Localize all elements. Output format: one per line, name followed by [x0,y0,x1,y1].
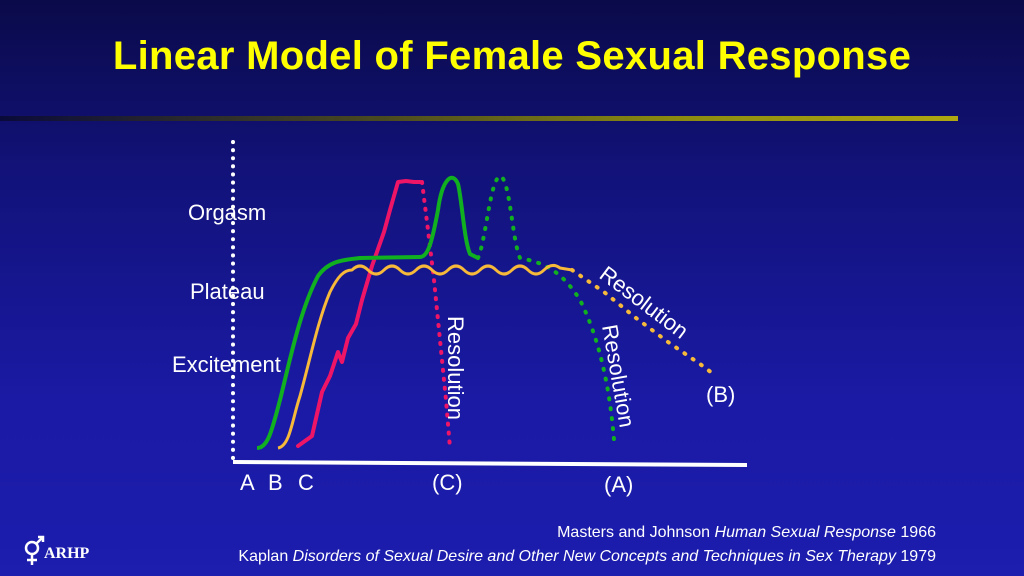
citation-kaplan: Kaplan Disorders of Sexual Desire and Ot… [238,548,936,566]
axis-label-a-paren: (A) [604,472,634,497]
title-divider [0,116,958,121]
curve-b-resolution [570,268,718,378]
arhp-logo-icon [24,535,45,565]
citation-2-prefix: Kaplan [238,548,293,565]
curve-c [296,179,422,448]
curve-a-resolution [476,173,616,442]
citation-1-year: 1966 [895,524,936,541]
stage-label-plateau: Plateau [190,279,265,304]
citation-2-title: Disorders of Sexual Desire and Other New… [292,548,896,565]
citation-2-year: 1979 [895,548,936,565]
horizontal-axis [232,460,748,467]
axis-label-b-paren: (B) [706,382,736,407]
curve-b [277,263,573,450]
slide-title: Linear Model of Female Sexual Response [112,34,912,78]
curve-c-resolution [420,180,452,450]
axis-label-c: C [298,470,314,495]
stage-label-orgasm: Orgasm [188,200,267,225]
citation-1-title: Human Sexual Response [714,524,896,541]
axis-label-c-paren: (C) [432,470,463,495]
axis-label-b: B [268,470,283,495]
stage-label-excitement: Excitement [172,352,281,377]
curve-a [256,175,479,450]
citation-masters-johnson: Masters and Johnson Human Sexual Respons… [557,524,936,542]
resolution-label-c: Resolution [443,316,468,420]
axis-label-a: A [240,470,255,495]
resolution-label-a: Resolution [597,323,640,430]
arhp-logo-text: ARHP [44,545,90,562]
citation-1-prefix: Masters and Johnson [557,524,715,541]
